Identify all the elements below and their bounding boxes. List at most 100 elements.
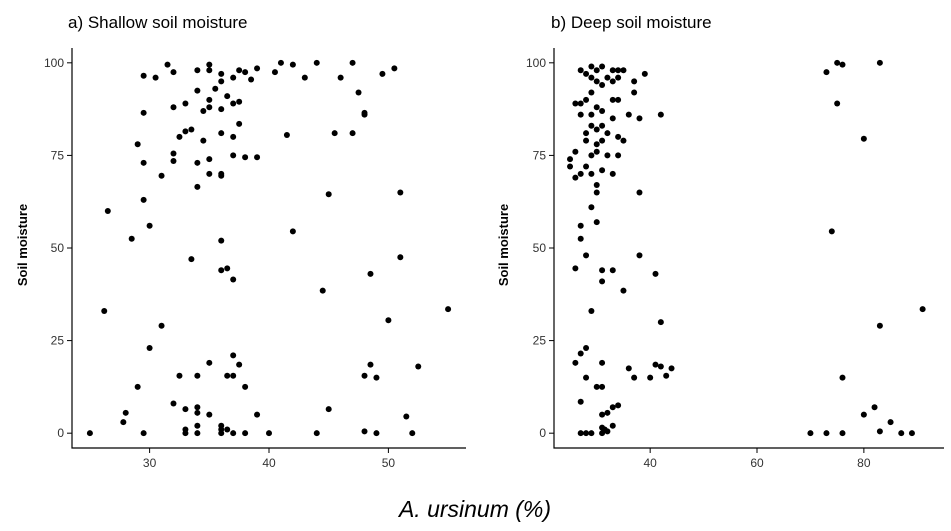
panel-b-point (593, 78, 600, 85)
panel-a-point (218, 172, 225, 179)
panel-b-point (641, 70, 648, 77)
panel-a-point (367, 270, 374, 277)
panel-a-point (355, 89, 362, 96)
panel-a-point (206, 170, 213, 177)
panel-b-point (599, 107, 606, 114)
panel-a-point (242, 430, 249, 437)
panel-a-point (349, 130, 356, 137)
panel-b-point (593, 141, 600, 148)
panel-a-point (200, 137, 207, 144)
panel-b-point (588, 111, 595, 118)
panel-b-point (609, 170, 616, 177)
panel-a-point (230, 430, 237, 437)
panel-b-y-tick-label: 100 (526, 56, 546, 70)
panel-a-point (236, 67, 243, 74)
panel-a-point (319, 287, 326, 294)
panel-b-point (577, 398, 584, 405)
panel-a-point (194, 430, 201, 437)
panel-b-point (807, 430, 814, 437)
panel-b-point (577, 235, 584, 242)
panel-b-y-axis-label: Soil moisture (496, 204, 511, 286)
panel-b-point (588, 89, 595, 96)
panel-b-point (593, 104, 600, 111)
panel-a-point (170, 157, 177, 164)
panel-a-point (218, 106, 225, 113)
panel-b-point (583, 70, 590, 77)
panel-a-point (194, 67, 201, 74)
panel-b-point (615, 402, 622, 409)
panel-a-x-tick-label: 40 (262, 456, 276, 470)
panel-b-point (625, 111, 632, 118)
panel-a-point (206, 411, 213, 418)
panel-a-point (415, 363, 422, 370)
panel-b-point (604, 74, 611, 81)
panel-a-point (200, 107, 207, 114)
panel-a-point (128, 235, 135, 242)
panel-b-point (577, 430, 584, 437)
panel-b-point (588, 152, 595, 159)
panel-b-point (668, 365, 675, 372)
panel-a-point (218, 130, 225, 137)
panel-b-point (583, 130, 590, 137)
panel-b-x-tick-label: 80 (857, 456, 871, 470)
panel-a-point (271, 69, 278, 76)
panel-a-point (277, 59, 284, 66)
panel-b-point (583, 96, 590, 103)
panel-a-point (224, 93, 231, 100)
panel-a-point (230, 152, 237, 159)
panel-b-point (599, 63, 606, 70)
panel-b-point (604, 130, 611, 137)
panel-b-point (593, 219, 600, 226)
panel-b-point (823, 430, 830, 437)
panel-a-point (146, 222, 153, 229)
panel-b-point (615, 67, 622, 74)
panel-b-point (583, 252, 590, 259)
panel-a-point (385, 317, 392, 324)
panel-b: b) Deep soil moisture Soil moisture 0 25 5… (496, 13, 944, 470)
panel-a-point (158, 322, 165, 329)
panel-b-point (588, 122, 595, 129)
panel-b-x-tick-label: 40 (643, 456, 657, 470)
panel-b-point (599, 137, 606, 144)
panel-a-point (224, 372, 231, 379)
panel-b-point (588, 74, 595, 81)
panel-b-point (898, 430, 905, 437)
panel-a-point (236, 361, 243, 368)
panel-a-point (361, 109, 368, 116)
panel-b-point (636, 189, 643, 196)
panel-a-point (194, 159, 201, 166)
panel-a-point (254, 65, 261, 72)
panel-b-point (657, 111, 664, 118)
panel-b-point (593, 67, 600, 74)
panel-a-point (164, 61, 171, 68)
panel-a-point (140, 430, 147, 437)
panel-b-point (599, 267, 606, 274)
panel-a-point (242, 383, 249, 390)
panel-b-point (876, 59, 883, 66)
panel-a-point (403, 413, 410, 420)
panel-b-point (577, 67, 584, 74)
panel-b-y-tick-label: 75 (533, 148, 547, 162)
panel-b-point (876, 428, 883, 435)
panel-b-point (636, 252, 643, 259)
panel-a-point (373, 374, 380, 381)
panel-b-point (839, 61, 846, 68)
panel-a-point (254, 154, 261, 161)
panel-a-point (194, 404, 201, 411)
panel-b-point (609, 267, 616, 274)
panel-b-point (567, 156, 574, 163)
panel-b-point (609, 96, 616, 103)
panel-a-point (224, 265, 231, 272)
panel-b-point (631, 89, 638, 96)
panel-a: a) Shallow soil moisture Soil moisture 0… (15, 13, 466, 470)
panel-a-point (101, 307, 108, 314)
panel-a-point (218, 70, 225, 77)
panel-a-point (218, 267, 225, 274)
panel-a-point (158, 172, 165, 179)
panel-b-point (577, 170, 584, 177)
panel-a-point (373, 430, 380, 437)
panel-b-point (887, 419, 894, 426)
panel-b-point (577, 350, 584, 357)
panel-b-point (577, 222, 584, 229)
